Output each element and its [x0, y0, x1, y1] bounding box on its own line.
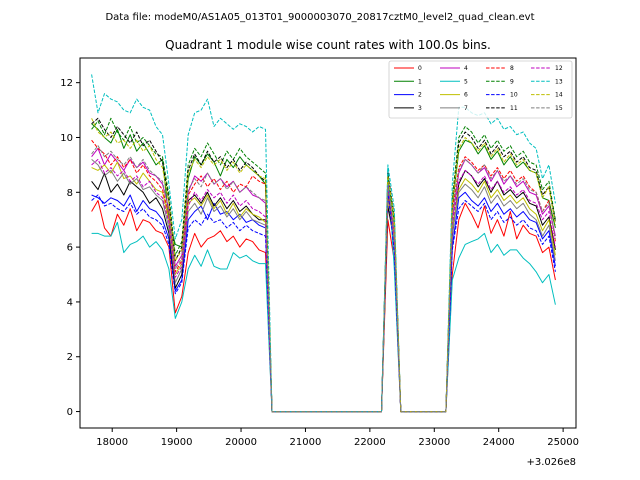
suptitle: Data file: modeM0/AS1A05_013T01_90000030… — [105, 12, 534, 23]
legend-label-12: 12 — [555, 65, 563, 72]
y-tick-label: 10 — [60, 133, 73, 144]
legend-label-6: 6 — [464, 92, 468, 99]
legend-frame — [388, 60, 573, 119]
legend-label-13: 13 — [555, 78, 563, 85]
y-tick-label: 8 — [67, 188, 73, 199]
series-line-15 — [91, 145, 556, 413]
x-tick-label: 18000 — [96, 437, 128, 448]
x-tick-label: 23000 — [418, 437, 450, 448]
plot-area: 18000 19000 20000 21000 22000 23000 24000 25000… — [60, 57, 579, 468]
chart-title: Quadrant 1 module wise count rates with … — [165, 38, 491, 52]
y-tick-label: 2 — [67, 352, 73, 363]
legend-label-5: 5 — [464, 78, 468, 85]
x-tick-label: 25000 — [547, 437, 579, 448]
x-tick-label: 21000 — [290, 437, 322, 448]
legend-label-14: 14 — [555, 92, 563, 99]
legend-label-4: 4 — [464, 65, 468, 72]
legend-label-7: 7 — [464, 105, 468, 112]
axes-frame — [79, 57, 577, 429]
legend-label-0: 0 — [418, 65, 422, 72]
series-line-12 — [91, 158, 556, 413]
legend-label-11: 11 — [510, 105, 518, 112]
legend-label-3: 3 — [418, 105, 422, 112]
x-axis: 18000 19000 20000 21000 22000 23000 24000 25000 — [96, 428, 579, 448]
series-layer — [91, 74, 556, 413]
y-tick-label: 12 — [60, 78, 73, 89]
y-tick-label: 0 — [67, 407, 73, 418]
x-tick-label: 20000 — [225, 437, 257, 448]
x-offset-label: +3.026e8 — [526, 457, 576, 468]
y-tick-label: 4 — [67, 297, 73, 308]
legend-label-9: 9 — [510, 78, 514, 85]
legend-label-2: 2 — [418, 92, 422, 99]
legend-label-1: 1 — [418, 78, 422, 85]
y-tick-label: 6 — [67, 243, 73, 254]
legend-label-10: 10 — [510, 92, 518, 99]
x-tick-label: 19000 — [161, 437, 193, 448]
y-axis: 0 2 4 6 8 10 12 — [60, 78, 80, 418]
legend-label-8: 8 — [510, 65, 514, 72]
x-tick-label: 24000 — [483, 437, 515, 448]
x-tick-label: 22000 — [354, 437, 386, 448]
legend-label-15: 15 — [555, 105, 563, 112]
series-line-10 — [91, 189, 556, 413]
